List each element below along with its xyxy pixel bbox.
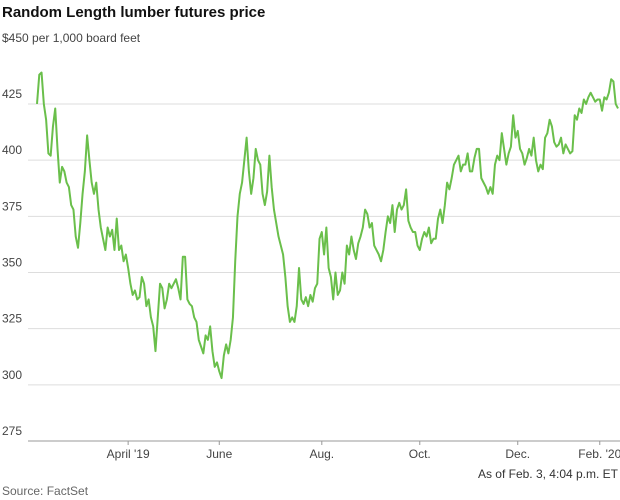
y-tick-label: 300 xyxy=(2,368,22,382)
y-tick-label: 275 xyxy=(2,424,22,438)
x-tick-label: April '19 xyxy=(107,447,150,461)
y-tick-label: 400 xyxy=(2,143,22,157)
x-tick-label: Feb. '20 xyxy=(578,447,620,461)
y-tick-label: $450 per 1,000 board feet xyxy=(2,31,141,45)
y-tick-label: 350 xyxy=(2,255,22,269)
x-tick-label: Oct. xyxy=(409,447,431,461)
x-tick-label: Dec. xyxy=(505,447,530,461)
note: As of Feb. 3, 4:04 p.m. ET xyxy=(478,467,619,481)
y-tick-label: 325 xyxy=(2,312,22,326)
x-tick-label: Aug. xyxy=(309,447,334,461)
y-tick-label: 375 xyxy=(2,199,22,213)
chart-title: Random Length lumber futures price xyxy=(2,4,265,21)
source: Source: FactSet xyxy=(2,484,89,498)
line xyxy=(36,71,619,380)
x-tick-label: June xyxy=(206,447,232,461)
y-tick-label: 425 xyxy=(2,87,22,101)
